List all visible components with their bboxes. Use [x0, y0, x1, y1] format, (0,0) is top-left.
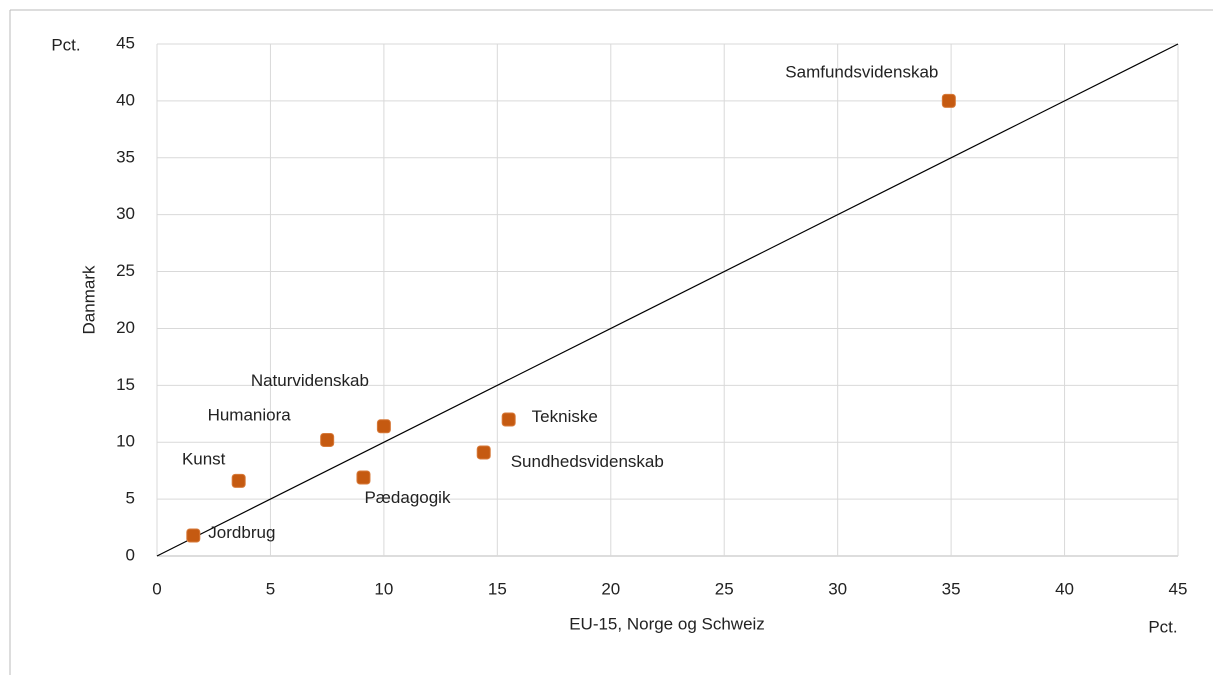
- point: [320, 432, 335, 447]
- x-tick-label: 5: [266, 579, 275, 598]
- point-label: Kunst: [182, 449, 226, 468]
- x-tick-label: 35: [942, 579, 961, 598]
- y-tick-label: 10: [116, 432, 135, 451]
- y-tick-label: 35: [116, 147, 135, 166]
- y-tick-label: 25: [116, 261, 135, 280]
- point-label: Sundhedsvidenskab: [511, 452, 664, 471]
- y-unit: Pct.: [51, 35, 80, 54]
- y-tick-label: 30: [116, 204, 135, 223]
- point-label: Humaniora: [208, 405, 292, 424]
- point-label: Tekniske: [532, 407, 598, 426]
- x-tick-label: 20: [601, 579, 620, 598]
- point-label: Pædagogik: [364, 488, 451, 507]
- x-tick-label: 25: [715, 579, 734, 598]
- point: [231, 473, 246, 488]
- point: [376, 419, 391, 434]
- reference-line: [156, 43, 1179, 557]
- point-label: Samfundsvidenskab: [785, 62, 938, 81]
- point: [356, 470, 371, 485]
- point-label: Jordbrug: [208, 523, 275, 542]
- y-tick-label: 0: [126, 545, 135, 564]
- point: [941, 93, 956, 108]
- x-tick-label: 15: [488, 579, 507, 598]
- point-label: Naturvidenskab: [251, 371, 369, 390]
- x-tick-label: 0: [152, 579, 161, 598]
- x-tick-label: 10: [374, 579, 393, 598]
- y-tick-label: 5: [126, 489, 135, 508]
- x-tick-label: 30: [828, 579, 847, 598]
- y-tick-label: 40: [116, 90, 135, 109]
- point: [501, 412, 516, 427]
- y-tick-label: 15: [116, 375, 135, 394]
- point: [476, 445, 491, 460]
- x-tick-label: 40: [1055, 579, 1074, 598]
- y-axis-label: Danmark: [79, 265, 98, 334]
- x-unit: Pct.: [1148, 617, 1177, 636]
- y-tick-label: 45: [116, 33, 135, 52]
- y-tick-label: 20: [116, 318, 135, 337]
- x-axis-label: EU-15, Norge og Schweiz: [569, 614, 765, 633]
- point: [186, 528, 201, 543]
- x-tick-label: 45: [1169, 579, 1188, 598]
